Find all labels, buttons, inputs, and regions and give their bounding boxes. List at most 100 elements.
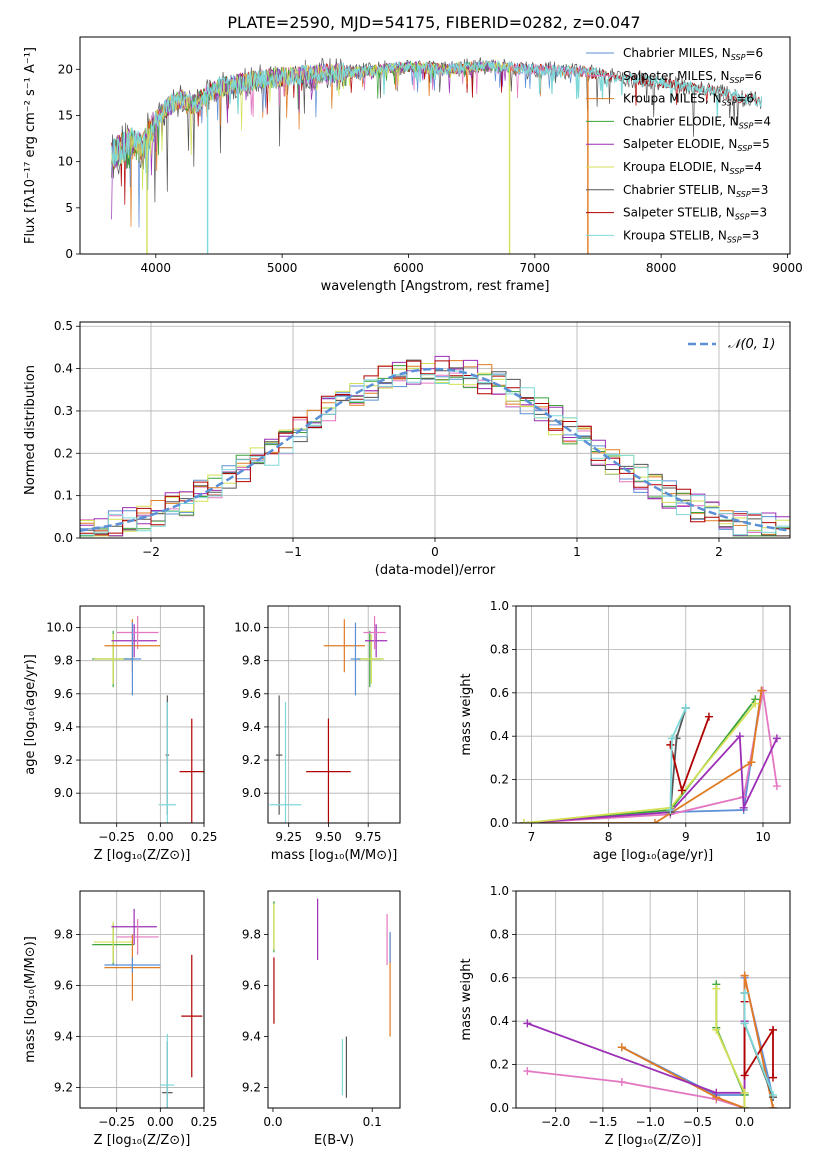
- series-marker: [523, 1067, 532, 1076]
- legend-label-suffix: =3: [749, 206, 767, 220]
- series-line-chabrier_elodie: [715, 984, 746, 1108]
- plot-area: [523, 971, 777, 1108]
- x-tick-label: 9.75: [355, 830, 382, 844]
- legend-label-suffix: =6: [745, 46, 763, 60]
- axes-frame: [79, 890, 205, 1109]
- y-tick-label: 15: [58, 108, 73, 122]
- plot-area: [519, 686, 781, 823]
- legend-label-suffix: =3: [751, 183, 769, 197]
- x-axis-label: Z [log₁₀(Z/Z⊙)]: [94, 848, 191, 863]
- axes-frame: [79, 605, 205, 824]
- y-tick-label: 0.6: [490, 971, 509, 985]
- x-tick-label: 0.0: [735, 1115, 754, 1129]
- spectrum-line-kroupa_stelib: [111, 59, 763, 174]
- plot-area: [92, 615, 204, 823]
- histogram-kroupa_stelib: [80, 370, 790, 536]
- series-marker: [650, 819, 659, 823]
- series-marker: [740, 971, 749, 980]
- axes-frame: [515, 890, 791, 1109]
- y-tick-label: 0.2: [54, 446, 73, 460]
- axes-frame: [267, 605, 401, 824]
- y-tick-label: 9.6: [242, 978, 261, 992]
- series-line-kroupa_miles: [523, 690, 763, 823]
- legend-label: Salpeter STELIB, NSSP=3: [623, 206, 767, 222]
- legend-label-sub: SSP: [736, 190, 751, 199]
- series-marker: [704, 712, 713, 721]
- plot-area: [111, 57, 763, 254]
- y-tick-label: 9.8: [242, 654, 261, 668]
- series-marker: [747, 758, 756, 767]
- panel-mass_vs_ebv: 0.0 0.1 9.2 9.4 9.6 9.8 E(B-V): [242, 890, 401, 1148]
- x-axis-label: Z [log₁₀(Z/Z⊙)]: [94, 1133, 191, 1148]
- y-tick-label: 0.4: [54, 362, 73, 376]
- series-marker: [666, 740, 675, 749]
- legend-label: Salpeter MILES, NSSP=6: [623, 69, 762, 85]
- legend-label: Chabrier MILES, NSSP=6: [623, 46, 763, 62]
- series-marker: [740, 988, 749, 997]
- x-tick-label: 0.25: [191, 1115, 218, 1129]
- y-tick-label: 9.2: [242, 753, 261, 767]
- x-axis-label: (data-model)/error: [375, 563, 496, 578]
- series-marker: [772, 734, 781, 743]
- x-tick-label: −0.25: [98, 830, 135, 844]
- series-marker: [681, 703, 690, 712]
- x-tick-label: 0.1: [363, 1115, 382, 1129]
- plot-area: [273, 898, 391, 1098]
- x-tick-label: −2.0: [541, 1115, 570, 1129]
- legend-label: Kroupa ELODIE, NSSP=4: [623, 160, 762, 176]
- panel-residuals: −2 −1 0 1 2 0.0 0.1 0.2 0.3 0.4 0.5 (data-model)/er…: [23, 319, 791, 578]
- series-marker: [712, 1088, 721, 1097]
- y-tick-label: 5: [65, 201, 73, 215]
- legend-label: Kroupa STELIB, NSSP=3: [623, 228, 759, 244]
- panel-mass_weight_vs_Z: −2.0 −1.5 −1.0 −0.5 0.0 0.0 0.2 0.4 0.6 0.8 1.0 Z […: [459, 884, 791, 1148]
- y-tick-label: 9.4: [242, 1030, 261, 1044]
- legend-label-suffix: =6: [736, 92, 754, 106]
- y-axis-label: mass weight: [459, 958, 474, 1040]
- y-axis-label: mass [log₁₀(M/M⊙)]: [23, 936, 38, 1063]
- legend-label: Chabrier STELIB, NSSP=3: [623, 183, 768, 199]
- series-marker: [617, 1043, 626, 1052]
- y-tick-label: 0.2: [490, 773, 509, 787]
- x-tick-label: 0.25: [191, 830, 218, 844]
- y-tick-label: 9.2: [54, 1081, 73, 1095]
- series-marker: [768, 1073, 777, 1082]
- series-marker: [740, 1088, 749, 1097]
- panel-mass_weight_vs_age: 7 8 9 10 0.0 0.2 0.4 0.6 0.8 1.0 age [log₁₀(age/yr…: [459, 599, 791, 863]
- y-tick-label: 20: [58, 62, 73, 76]
- legend-label-sub: SSP: [727, 235, 742, 244]
- spectrum-line-chabrier_miles: [111, 60, 587, 228]
- y-tick-label: 0.0: [54, 531, 73, 545]
- x-tick-label: 0.00: [147, 830, 174, 844]
- legend-label-suffix: =6: [744, 69, 762, 83]
- panel-age_vs_Z: −0.25 0.00 0.25 9.0 9.2 9.4 9.6 9.8 10.0 Z [log₁₀…: [23, 605, 218, 863]
- x-axis-label: age [log₁₀(age/yr)]: [593, 848, 714, 863]
- x-tick-label: 9.50: [315, 830, 342, 844]
- panel-spectrum: 4000 5000 6000 7000 8000 9000 0 5 10 15 20 waveleng…: [23, 36, 803, 294]
- spectrum-line-salpeter_elodie: [111, 60, 510, 220]
- y-tick-label: 1.0: [490, 884, 509, 898]
- y-tick-label: 0.8: [490, 927, 509, 941]
- y-tick-label: 10: [58, 155, 73, 169]
- y-axis-label: age [log₁₀(age/yr)]: [23, 654, 38, 775]
- x-axis-label: E(B-V): [314, 1133, 354, 1148]
- series-marker: [523, 1019, 532, 1028]
- spectrum-line-kroupa_miles: [111, 59, 587, 227]
- x-tick-label: −1.0: [636, 1115, 665, 1129]
- series-marker: [667, 734, 676, 743]
- series-line-kroupa_elodie: [523, 703, 756, 823]
- axes-frame: [515, 605, 791, 824]
- y-axis-label: Normed distribution: [23, 365, 38, 495]
- y-tick-label: 0.4: [490, 729, 509, 743]
- y-tick-label: 9.6: [54, 687, 73, 701]
- legend-label-sub: SSP: [739, 121, 754, 130]
- x-tick-label: 0: [431, 545, 439, 559]
- legend-label-sub: SSP: [731, 53, 746, 62]
- y-tick-label: 9.2: [242, 1081, 261, 1095]
- series-marker: [772, 782, 781, 791]
- legend-label-name: Salpeter ELODIE, N: [623, 137, 737, 151]
- plot-area: [80, 355, 790, 537]
- legend-label-name: Salpeter MILES, N: [623, 69, 730, 83]
- legend-label-name: Kroupa ELODIE, N: [623, 160, 730, 174]
- series-marker: [519, 819, 528, 823]
